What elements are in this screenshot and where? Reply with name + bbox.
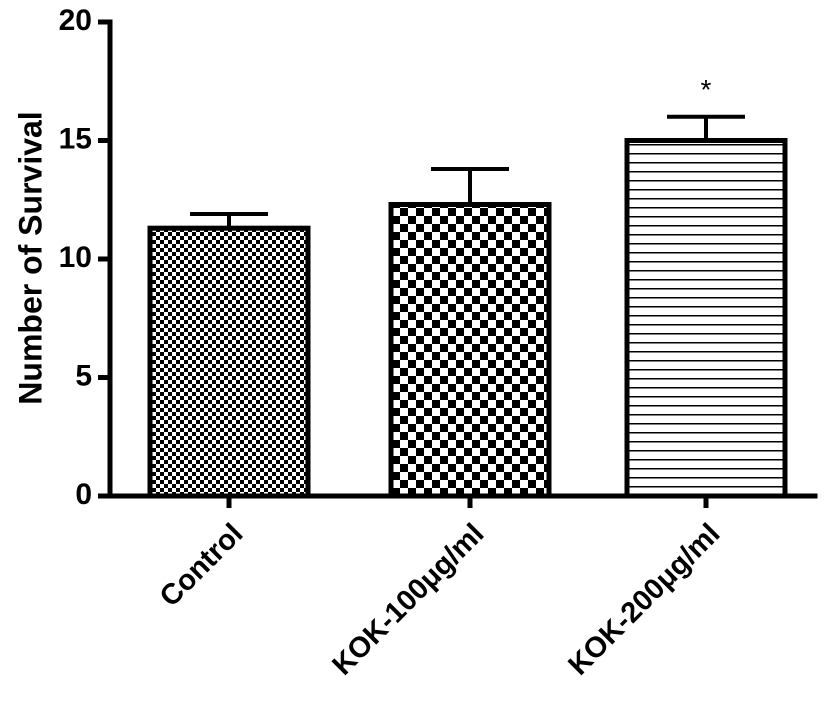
y-tick-label: 0	[75, 478, 92, 511]
bar	[147, 225, 311, 499]
y-tick-label: 5	[75, 359, 92, 392]
y-axis-label: Number of Survival	[12, 111, 48, 404]
x-tick-label: Control	[154, 518, 250, 614]
y-tick-label: 10	[59, 241, 92, 274]
bar	[624, 138, 788, 499]
y-tick-label: 15	[59, 122, 92, 155]
plot-area: 0 5 10 15 20 Control KOK-100μg/ml * KOK-200μg/ml	[59, 4, 818, 682]
x-tick-label: KOK-100μg/ml	[326, 518, 490, 682]
x-tick-label: KOK-200μg/ml	[562, 518, 726, 682]
significance-marker: *	[701, 74, 712, 105]
y-tick-label: 20	[59, 4, 92, 37]
bar	[388, 201, 552, 499]
